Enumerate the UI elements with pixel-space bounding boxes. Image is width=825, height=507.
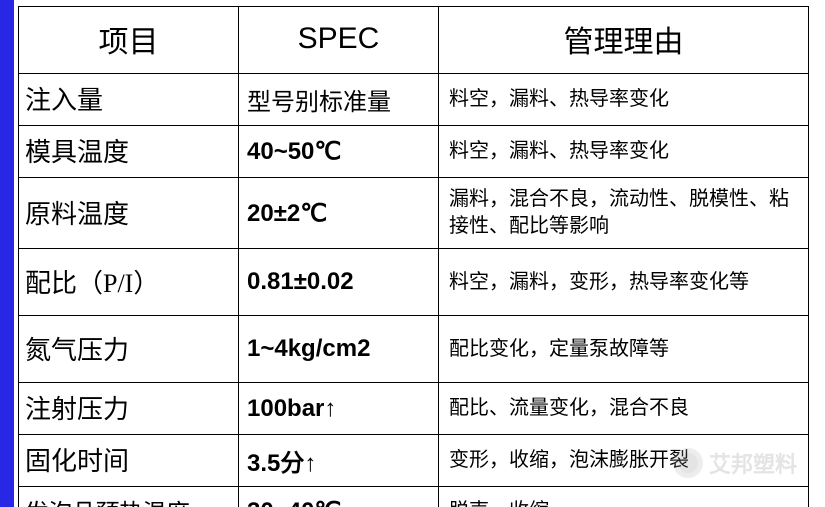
spec-table-container: 项目 SPEC 管理理由 注入量型号别标准量料空，漏料、热导率变化模具温度40~… (18, 6, 808, 507)
spec-cell: 3.5分↑ (239, 435, 439, 487)
header-spec: SPEC (239, 7, 439, 74)
spec-cell: 100bar↑ (239, 383, 439, 435)
header-item: 项目 (19, 7, 239, 74)
reason-cell: 变形，收缩，泡沫膨胀开裂 (439, 435, 809, 487)
spec-table: 项目 SPEC 管理理由 注入量型号别标准量料空，漏料、热导率变化模具温度40~… (18, 6, 809, 507)
header-row: 项目 SPEC 管理理由 (19, 7, 809, 74)
reason-cell: 配比变化，定量泵故障等 (439, 316, 809, 383)
spec-cell: 0.81±0.02 (239, 249, 439, 316)
reason-cell: 脱壳，收缩 (439, 487, 809, 507)
item-cell: 原料温度 (19, 178, 239, 249)
table-row: 氮气压力1~4kg/cm2配比变化，定量泵故障等 (19, 316, 809, 383)
item-cell: 发泡品预热温度 (19, 487, 239, 507)
left-blue-strip (0, 0, 14, 507)
item-cell: 注入量 (19, 74, 239, 126)
table-row: 模具温度40~50℃料空，漏料、热导率变化 (19, 126, 809, 178)
reason-cell: 配比、流量变化，混合不良 (439, 383, 809, 435)
header-reason: 管理理由 (439, 7, 809, 74)
table-row: 发泡品预热温度30~40℃脱壳，收缩 (19, 487, 809, 507)
item-cell: 氮气压力 (19, 316, 239, 383)
table-row: 配比（P/I）0.81±0.02料空，漏料，变形，热导率变化等 (19, 249, 809, 316)
spec-cell: 30~40℃ (239, 487, 439, 507)
item-cell: 模具温度 (19, 126, 239, 178)
item-cell: 配比（P/I） (19, 249, 239, 316)
table-row: 原料温度20±2℃漏料，混合不良，流动性、脱模性、粘接性、配比等影响 (19, 178, 809, 249)
table-row: 注入量型号别标准量料空，漏料、热导率变化 (19, 74, 809, 126)
spec-cell: 40~50℃ (239, 126, 439, 178)
spec-cell: 1~4kg/cm2 (239, 316, 439, 383)
item-cell: 固化时间 (19, 435, 239, 487)
spec-cell: 型号别标准量 (239, 74, 439, 126)
reason-cell: 漏料，混合不良，流动性、脱模性、粘接性、配比等影响 (439, 178, 809, 249)
table-row: 固化时间3.5分↑变形，收缩，泡沫膨胀开裂 (19, 435, 809, 487)
table-row: 注射压力100bar↑配比、流量变化，混合不良 (19, 383, 809, 435)
table-body: 注入量型号别标准量料空，漏料、热导率变化模具温度40~50℃料空，漏料、热导率变… (19, 74, 809, 507)
reason-cell: 料空，漏料、热导率变化 (439, 126, 809, 178)
reason-cell: 料空，漏料，变形，热导率变化等 (439, 249, 809, 316)
item-cell: 注射压力 (19, 383, 239, 435)
reason-cell: 料空，漏料、热导率变化 (439, 74, 809, 126)
spec-cell: 20±2℃ (239, 178, 439, 249)
